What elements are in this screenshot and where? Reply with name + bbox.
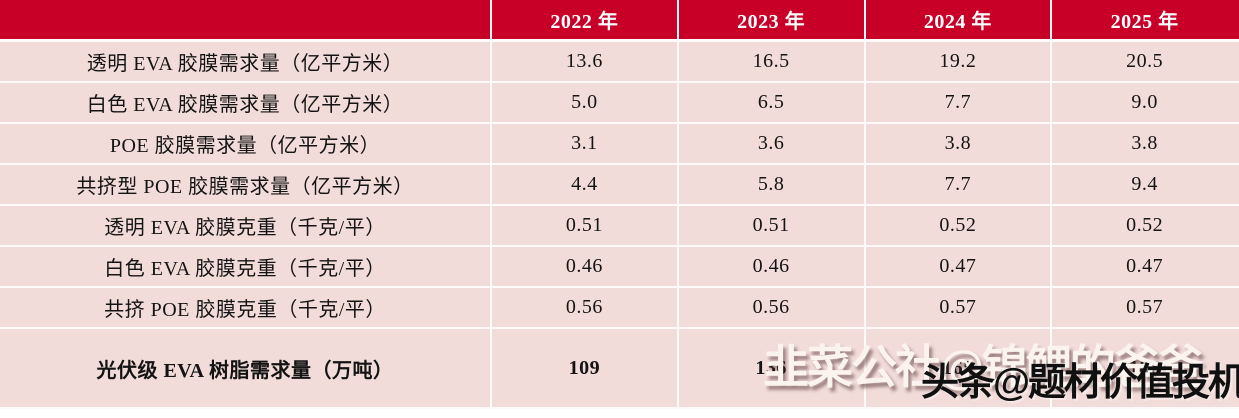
table-row-coextruded-poe-weight: 共挤 POE 胶膜克重（千克/平） 0.56 0.56 0.57 0.57 [0,288,1239,329]
table-cell: 19.2 [863,42,1051,81]
row-label: 透明 EVA 胶膜需求量（亿平方米） [86,53,404,75]
table-cell: 136 [676,329,864,407]
table-cell: 186 [1050,329,1237,407]
table-cell: 4.4 [490,165,677,204]
table-row-transparent-eva-demand: 透明 EVA 胶膜需求量（亿平方米） 13.6 16.5 19.2 20.5 [0,42,1239,83]
table-cell: 7.7 [863,165,1051,204]
table-cell: 165 [863,329,1051,407]
table-cell: 0.57 [863,288,1051,327]
table-cell: 0.52 [863,206,1051,245]
table-cell: 0.46 [490,247,677,286]
table-row-transparent-eva-weight: 透明 EVA 胶膜克重（千克/平） 0.51 0.51 0.52 0.52 [0,206,1239,247]
table-cell: 3.8 [863,124,1051,163]
table-cell: 109 [490,329,677,407]
table-cell: 3.1 [490,124,677,163]
table-cell: 0.47 [1050,247,1237,286]
row-label: 共挤 POE 胶膜克重（千克/平） [104,299,386,321]
table-cell: 0.56 [490,288,677,327]
table-cell: 0.51 [676,206,864,245]
table-cell: 9.4 [1050,165,1237,204]
table-cell: 0.57 [1050,288,1237,327]
table-row-coextruded-poe-demand: 共挤型 POE 胶膜需求量（亿平方米） 4.4 5.8 7.7 9.4 [0,165,1239,206]
table-cell: 9.0 [1050,83,1237,122]
table-cell: 0.52 [1050,206,1237,245]
table-row-white-eva-weight: 白色 EVA 胶膜克重（千克/平） 0.46 0.46 0.47 0.47 [0,247,1239,288]
table-row-white-eva-demand: 白色 EVA 胶膜需求量（亿平方米） 5.0 6.5 7.7 9.0 [0,83,1239,124]
table-header-row: 2022 年 2023 年 2024 年 2025 年 [0,0,1239,42]
table-cell: 0.51 [490,206,677,245]
table-cell: 5.8 [676,165,864,204]
row-label: 白色 EVA 胶膜克重（千克/平） [104,258,386,280]
column-header-2025: 2025 年 [1050,0,1237,39]
column-header-2024: 2024 年 [863,0,1051,39]
row-label: POE 胶膜需求量（亿平方米） [109,135,381,157]
table-row-pv-eva-resin-demand: 光伏级 EVA 树脂需求量（万吨） 109 136 165 186 [0,329,1239,409]
table-cell: 3.6 [676,124,864,163]
table-cell: 0.47 [863,247,1051,286]
table-cell: 7.7 [863,83,1051,122]
table-cell: 0.46 [676,247,864,286]
table-cell: 3.8 [1050,124,1237,163]
row-label: 白色 EVA 胶膜需求量（亿平方米） [86,94,404,116]
table-cell: 20.5 [1050,42,1237,81]
table-cell: 13.6 [490,42,677,81]
table-cell: 6.5 [676,83,864,122]
row-label: 光伏级 EVA 树脂需求量（万吨） [96,359,394,382]
table-row-poe-demand: POE 胶膜需求量（亿平方米） 3.1 3.6 3.8 3.8 [0,124,1239,165]
corner-cell [0,0,490,39]
table-cell: 5.0 [490,83,677,122]
row-label: 共挤型 POE 胶膜需求量（亿平方米） [76,176,414,198]
table-cell: 0.56 [676,288,864,327]
demand-forecast-table: 2022 年 2023 年 2024 年 2025 年 透明 EVA 胶膜需求量… [0,0,1239,409]
row-label: 透明 EVA 胶膜克重（千克/平） [104,217,386,239]
column-header-2023: 2023 年 [676,0,864,39]
column-header-2022: 2022 年 [490,0,677,39]
table-cell: 16.5 [676,42,864,81]
